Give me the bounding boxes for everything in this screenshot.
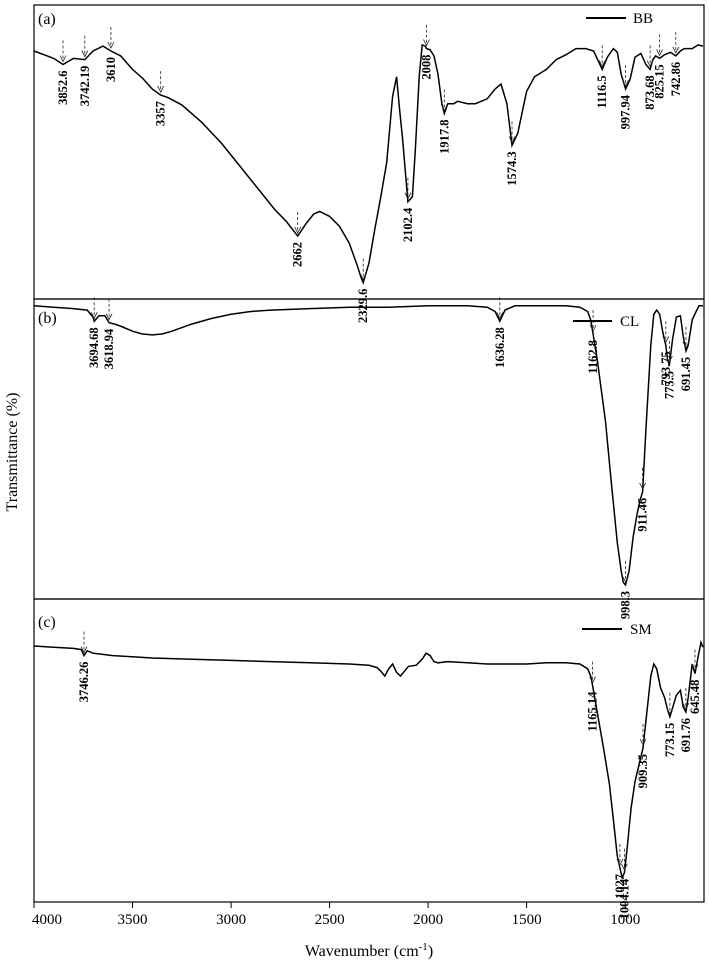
- peak-label-c-1: 1165.14: [586, 691, 600, 732]
- legend-label-b: CL: [620, 314, 639, 330]
- peak-arrowhead-b-2: [496, 312, 504, 320]
- panel-c-label: (c): [38, 614, 56, 631]
- peak-arrowhead-c-5: [666, 707, 674, 715]
- legend-label-a: BB: [633, 11, 653, 27]
- peak-arrowhead-b-8: [682, 341, 690, 349]
- peak-arrowhead-a-3: [157, 85, 165, 93]
- spectrum-line-cl: [33, 305, 703, 587]
- peak-arrowhead-c-7: [691, 664, 699, 672]
- x-tick-label-4: 2000: [413, 912, 443, 928]
- peak-arrowhead-a-6: [404, 192, 412, 200]
- panel-b-frame: [33, 298, 705, 600]
- x-axis: 4000 3500 3000 2500 2000 1500 1000: [32, 902, 640, 928]
- peak-arrowhead-a-4: [294, 226, 302, 234]
- peak-label-b-3: 1162.8: [586, 340, 600, 374]
- spectrum-line-bb: [33, 43, 704, 285]
- peak-label-a-5: 2329.6: [356, 289, 370, 323]
- peak-arrowhead-c-4: [639, 738, 647, 746]
- peak-label-c-7: 645.48: [688, 680, 702, 714]
- panel-b-label: (b): [38, 310, 57, 327]
- peak-arrowhead-a-11: [622, 79, 629, 87]
- peak-label-a-1: 3742.19: [78, 66, 92, 107]
- x-tick-label-1: 3500: [118, 912, 148, 928]
- peak-arrowhead-c-3: [621, 863, 628, 871]
- peak-arrowhead-b-6: [662, 336, 670, 344]
- x-tick-label-6: 1000: [610, 912, 640, 928]
- peak-label-c-3: 1004.14: [617, 878, 631, 919]
- y-axis-title: Transmittance (%): [4, 393, 21, 512]
- spectrum-line-sm: [33, 639, 704, 880]
- peak-label-a-2: 3610: [104, 57, 118, 82]
- peak-arrowhead-a-9: [508, 136, 516, 144]
- peak-arrowhead-a-5: [359, 273, 367, 281]
- peak-arrowhead-b-7: [666, 355, 673, 363]
- panel-c-frame: [33, 598, 705, 903]
- x-tick-label-2: 3000: [216, 912, 246, 928]
- peak-label-a-7: 2008: [420, 55, 434, 80]
- peak-label-a-14: 742.86: [669, 62, 683, 96]
- peak-label-b-8: 691.45: [679, 357, 693, 391]
- peak-arrowhead-b-4: [622, 575, 629, 583]
- peak-label-a-12: 873.68: [643, 75, 657, 109]
- peak-arrowhead-b-0: [90, 312, 98, 320]
- peak-arrowhead-a-12: [646, 60, 654, 68]
- peak-arrowhead-a-2: [107, 41, 115, 49]
- peak-arrowhead-a-13: [656, 49, 663, 57]
- panel-a-frame: [33, 4, 705, 300]
- peak-arrowhead-a-14: [672, 46, 680, 54]
- peak-label-a-10: 1116.5: [595, 75, 609, 108]
- x-axis-title: Wavenumber (cm-1): [305, 941, 433, 960]
- peak-label-a-0: 3852.6: [56, 71, 70, 105]
- peak-label-c-6: 691.76: [679, 718, 693, 752]
- peak-arrowhead-b-3: [589, 324, 597, 332]
- peak-label-b-0: 3694.68: [87, 327, 101, 368]
- peak-label-b-2: 1636.28: [493, 327, 507, 368]
- x-tick-label-3: 2500: [315, 912, 345, 928]
- peak-label-b-4: 998.3: [619, 591, 633, 619]
- peak-label-b-7: 775.5: [662, 371, 676, 399]
- peak-label-a-8: 1917.8: [437, 120, 451, 154]
- peak-label-a-4: 2662: [291, 242, 305, 267]
- panel-a-label: (a): [38, 11, 56, 28]
- peak-label-c-0: 3746.26: [77, 662, 91, 703]
- x-tick-label-0: 4000: [32, 912, 62, 928]
- peak-arrowhead-b-1: [105, 313, 113, 321]
- peak-label-c-5: 773.15: [663, 723, 677, 757]
- peak-label-c-2: 1027: [613, 874, 627, 899]
- peak-annotations: 3852.6 3742.19 3610 3357 2662 2329.6 2102.4 200…: [56, 24, 702, 919]
- peak-arrowhead-c-2: [616, 858, 624, 866]
- peak-arrowhead-a-7: [423, 39, 430, 47]
- peak-arrowhead-a-1: [81, 50, 89, 58]
- peak-label-b-6: 793.75: [659, 351, 673, 385]
- x-tick-label-5: 1500: [512, 912, 542, 928]
- peak-arrowhead-b-5: [639, 482, 646, 490]
- legend-label-c: SM: [630, 622, 652, 638]
- peak-arrowhead-c-1: [589, 676, 596, 684]
- peak-label-c-4: 909.35: [636, 754, 650, 788]
- peak-label-a-6: 2102.4: [401, 207, 415, 242]
- peak-arrowhead-a-0: [59, 55, 67, 63]
- peak-label-b-1: 3618.94: [102, 328, 116, 369]
- peak-arrowhead-c-6: [682, 702, 690, 710]
- peak-label-a-13: 825.15: [653, 64, 667, 98]
- peak-label-b-5: 911.46: [636, 498, 650, 532]
- peak-label-a-3: 3357: [154, 101, 168, 126]
- peak-arrowhead-a-8: [440, 104, 448, 112]
- peak-arrowhead-c-0: [80, 646, 88, 654]
- peak-label-a-11: 997.94: [619, 94, 633, 129]
- peak-label-a-9: 1574.3: [505, 151, 519, 185]
- peak-arrowhead-a-10: [598, 60, 606, 68]
